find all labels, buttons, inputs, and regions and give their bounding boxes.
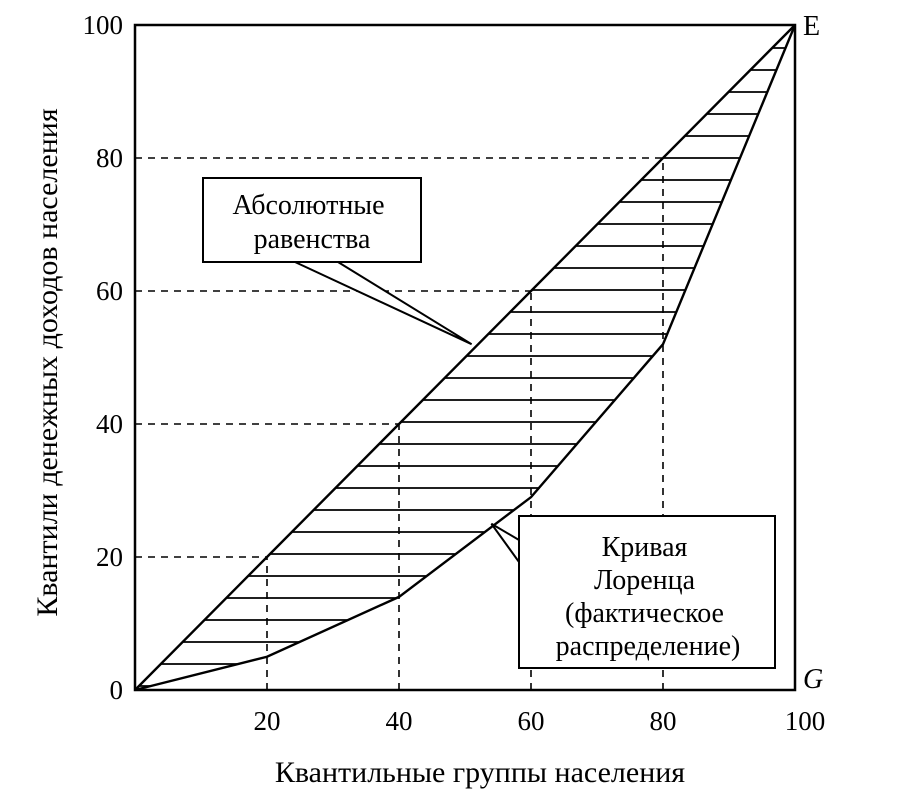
equality-annotation: Абсолютные равенства <box>202 177 473 346</box>
x-axis-title: Квантильные группы населения <box>275 756 685 789</box>
equality-line <box>134 24 796 691</box>
lorenz-label-line: Лоренца <box>594 565 696 596</box>
series-lines <box>134 24 797 692</box>
y-tick-label: 0 <box>110 675 124 705</box>
x-tick-label: 20 <box>254 706 281 736</box>
equality-label: Абсолютные равенства <box>232 190 391 255</box>
lorenz-label-box <box>518 515 776 669</box>
y-tick-label: 80 <box>96 143 123 173</box>
corner-label-e: E <box>803 11 820 42</box>
lorenz-label-line: (фактическое <box>565 598 724 629</box>
equality-label-box <box>202 177 422 263</box>
x-tick-label: 60 <box>518 706 545 736</box>
equality-pointer <box>294 261 473 346</box>
x-tick-label: 80 <box>650 706 677 736</box>
y-tick-label: 40 <box>96 409 123 439</box>
guide-lines <box>135 157 664 690</box>
plot-frame <box>133 23 797 692</box>
lorenz-curve <box>134 24 797 692</box>
lorenz-label-line: распределение) <box>556 631 741 662</box>
y-axis-title: Квантили денежных доходов населения <box>31 108 64 616</box>
x-axis-ticks: 20 40 60 80 100 <box>254 706 826 736</box>
y-axis-ticks: 0 20 40 60 80 100 <box>83 10 124 705</box>
lorenz-annotation: Кривая Лоренца (фактическое распределени… <box>490 515 776 669</box>
equality-label-line: Абсолютные <box>232 190 384 221</box>
lorenz-label: Кривая Лоренца (фактическое распределени… <box>556 532 741 662</box>
y-tick-label: 100 <box>83 10 124 40</box>
lorenz-pointer <box>490 522 520 566</box>
lorenz-label-line: Кривая <box>602 532 688 563</box>
y-tick-label: 20 <box>96 542 123 572</box>
x-tick-label: 40 <box>386 706 413 736</box>
corner-label-g: G <box>803 664 823 695</box>
equality-label-line: равенства <box>254 224 371 255</box>
x-tick-label: 100 <box>785 706 826 736</box>
y-tick-label: 60 <box>96 276 123 306</box>
